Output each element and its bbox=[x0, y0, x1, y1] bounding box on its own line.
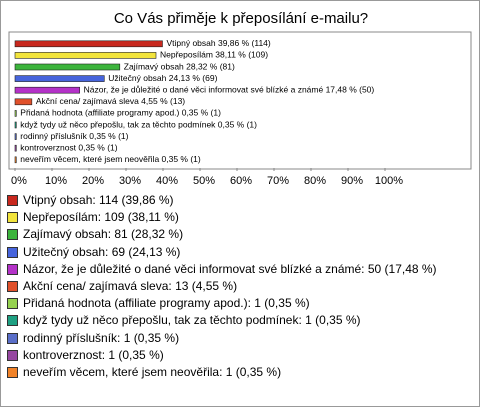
legend-label: Nepřeposílám: 109 (38,11 %) bbox=[23, 210, 179, 225]
x-tick-label: 0% bbox=[11, 175, 27, 187]
legend-item: když tydy už něco přepošlu, tak za těcht… bbox=[7, 313, 473, 328]
legend-label: kontroverznost: 1 (0,35 %) bbox=[23, 347, 164, 362]
data-label: Nepřeposílám 38,11 % (109) bbox=[160, 50, 268, 60]
legend-item: Akční cena/ zajímavá sleva: 13 (4,55 %) bbox=[7, 279, 473, 294]
legend-item: Přidaná hodnota (affiliate programy apod… bbox=[7, 296, 473, 311]
x-tick-label: 50% bbox=[193, 175, 215, 187]
legend-label: neveřím věcem, které jsem neověřila: 1 (… bbox=[23, 364, 282, 379]
data-label: Vtipný obsah 39,86 % (114) bbox=[166, 38, 270, 48]
legend-swatch bbox=[7, 349, 18, 361]
data-label: Názor, že je důležité o dané věci inform… bbox=[84, 84, 375, 94]
x-tick-label: 40% bbox=[156, 175, 178, 187]
data-label: kontroverznost 0,35 % (1) bbox=[20, 142, 117, 152]
data-label: Přidaná hodnota (affiliate programy apod… bbox=[20, 108, 221, 118]
bar bbox=[14, 52, 157, 59]
x-tick-label: 70% bbox=[267, 175, 289, 187]
legend-item: Nepřeposílám: 109 (38,11 %) bbox=[7, 210, 473, 225]
legend-item: Užitečný obsah: 69 (24,13 %) bbox=[7, 245, 473, 260]
legend-label: když tydy už něco přepošlu, tak za těcht… bbox=[23, 313, 361, 328]
bar bbox=[14, 133, 17, 140]
x-tick-label: 60% bbox=[230, 175, 252, 187]
legend-label: Užitečný obsah: 69 (24,13 %) bbox=[23, 244, 181, 259]
legend-swatch bbox=[7, 263, 18, 275]
data-label: Akční cena/ zajímavá sleva 4,55 % (13) bbox=[36, 96, 185, 106]
legend-swatch bbox=[7, 195, 18, 206]
legend: Vtipný obsah: 114 (39,86 %) Nepřeposílám:… bbox=[7, 193, 473, 382]
legend-label: Zajímavý obsah: 81 (28,32 %) bbox=[23, 227, 184, 242]
legend-swatch bbox=[7, 332, 18, 344]
plot-frame bbox=[8, 31, 472, 170]
x-tick-label: 20% bbox=[82, 175, 104, 187]
legend-item: kontroverznost: 1 (0,35 %) bbox=[7, 348, 473, 363]
data-label: Užitečný obsah 24,13 % (69) bbox=[108, 73, 217, 83]
legend-item: Názor, že je důležité o dané věci inform… bbox=[7, 262, 473, 277]
bar bbox=[14, 75, 105, 82]
x-tick-label: 80% bbox=[304, 175, 326, 187]
bar bbox=[14, 156, 17, 164]
chart-title: Co Vás přiměje k přeposílání e-mailu? bbox=[114, 10, 368, 27]
x-tick-label: 30% bbox=[119, 175, 141, 187]
data-label: neveřím věcem, které jsem neověřila 0,35… bbox=[20, 154, 201, 164]
bar bbox=[14, 110, 17, 117]
legend-label: Názor, že je důležité o dané věci inform… bbox=[23, 261, 437, 276]
data-label: když tydy už něco přepošlu, tak za těcht… bbox=[20, 119, 257, 129]
bar bbox=[14, 98, 33, 106]
legend-item: rodinný příslušník: 1 (0,35 %) bbox=[7, 331, 473, 346]
legend-label: Přidaná hodnota (affiliate programy apod… bbox=[23, 296, 310, 311]
legend-item: Zajímavý obsah: 81 (28,32 %) bbox=[7, 227, 473, 242]
bar bbox=[14, 144, 17, 152]
legend-label: rodinný příslušník: 1 (0,35 %) bbox=[23, 330, 180, 345]
plot: Co Vás přiměje k přeposílání e-mailu? 0%… bbox=[8, 10, 472, 187]
data-label: rodinný příslušník 0,35 % (1) bbox=[20, 131, 128, 141]
legend-swatch bbox=[7, 229, 18, 241]
legend-item: neveřím věcem, které jsem neověřila: 1 (… bbox=[7, 365, 473, 380]
x-tick-label: 10% bbox=[45, 175, 67, 187]
legend-swatch bbox=[7, 315, 18, 327]
legend-label: Akční cena/ zajímavá sleva: 13 (4,55 %) bbox=[23, 278, 238, 293]
legend-swatch bbox=[7, 246, 18, 258]
x-tick-label: 90% bbox=[341, 175, 363, 187]
data-label: Zajímavý obsah 28,32 % (81) bbox=[124, 61, 235, 71]
x-tick-label: 100% bbox=[375, 175, 403, 187]
legend-item: Vtipný obsah: 114 (39,86 %) bbox=[7, 193, 473, 208]
bar bbox=[14, 63, 121, 71]
legend-swatch bbox=[7, 280, 18, 292]
bar bbox=[14, 121, 17, 129]
legend-swatch bbox=[7, 212, 18, 224]
legend-label: Vtipný obsah: 114 (39,86 %) bbox=[23, 193, 174, 207]
bar bbox=[14, 40, 163, 48]
bar bbox=[14, 86, 80, 94]
legend-swatch bbox=[7, 366, 18, 378]
legend-swatch bbox=[7, 298, 18, 310]
